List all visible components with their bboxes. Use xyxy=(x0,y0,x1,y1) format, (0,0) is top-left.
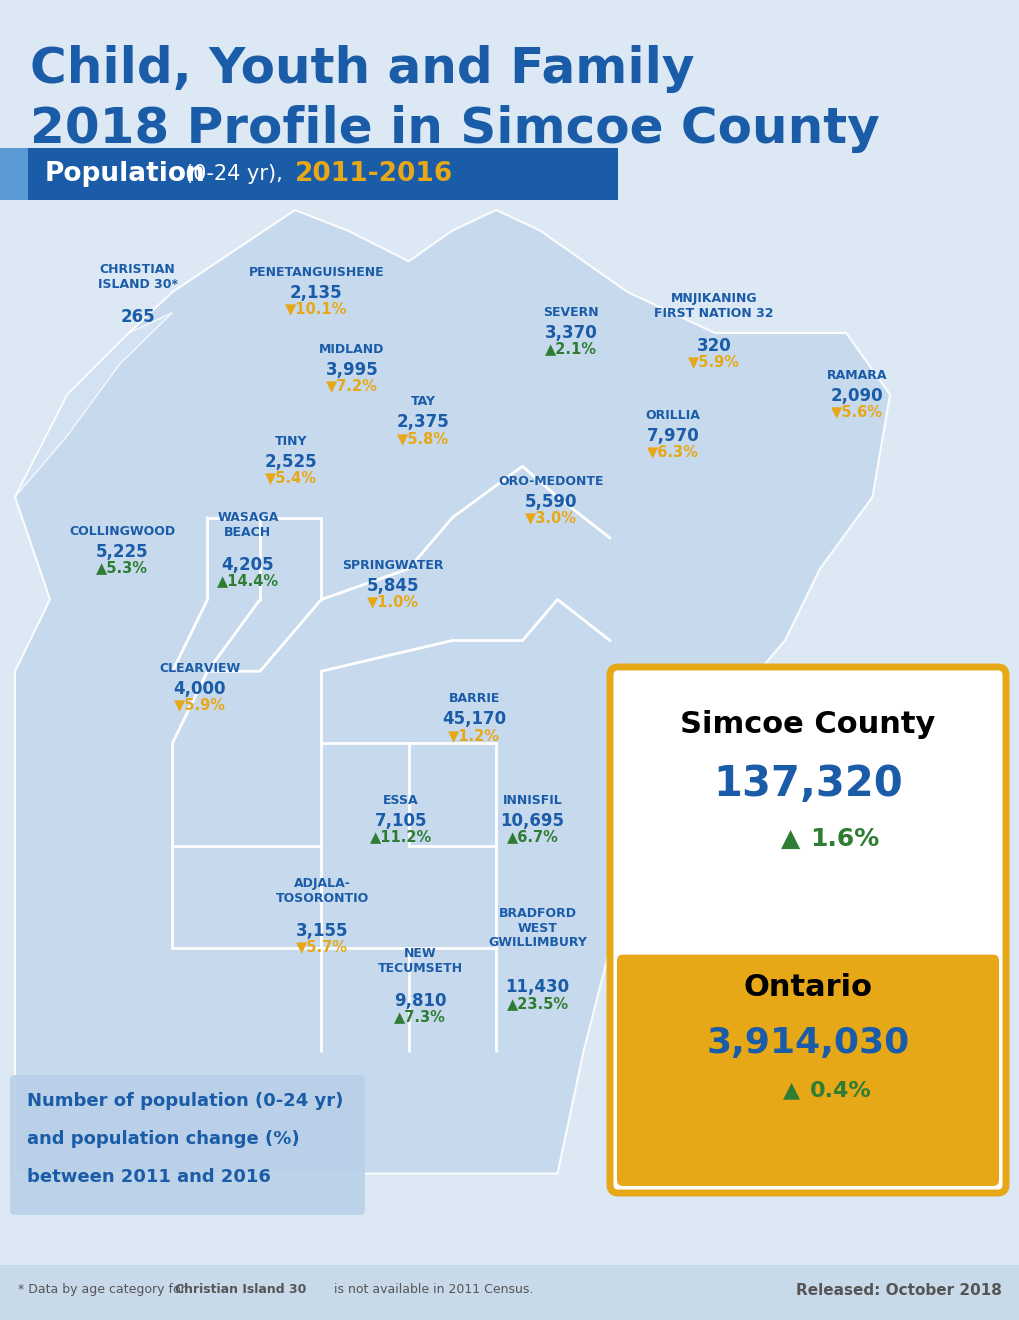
Text: 9,810: 9,810 xyxy=(393,991,446,1010)
Text: RAMARA: RAMARA xyxy=(825,370,887,381)
Text: ORILLIA: ORILLIA xyxy=(645,409,700,421)
Text: 2,525: 2,525 xyxy=(264,453,317,471)
Text: 3,995: 3,995 xyxy=(325,360,378,379)
FancyBboxPatch shape xyxy=(616,954,998,1185)
Text: ▲6.7%: ▲6.7% xyxy=(506,829,557,845)
Text: ▼10.1%: ▼10.1% xyxy=(284,301,347,317)
Text: 0.4%: 0.4% xyxy=(809,1081,871,1101)
Text: 265: 265 xyxy=(120,308,155,326)
Bar xyxy=(0,1265,1019,1320)
Text: 2,135: 2,135 xyxy=(289,284,342,302)
Text: SEVERN: SEVERN xyxy=(543,306,598,318)
Text: * Data by age category for: * Data by age category for xyxy=(18,1283,190,1296)
Text: 45,170: 45,170 xyxy=(442,710,505,729)
Text: ▼5.9%: ▼5.9% xyxy=(174,697,225,713)
Text: BRADFORD
WEST
GWILLIMBURY: BRADFORD WEST GWILLIMBURY xyxy=(488,907,586,949)
Text: 2018 Profile in Simcoe County: 2018 Profile in Simcoe County xyxy=(30,106,879,153)
Text: 320: 320 xyxy=(696,337,731,355)
Text: ▼1.0%: ▼1.0% xyxy=(366,594,419,610)
Text: 2,375: 2,375 xyxy=(396,413,449,432)
Polygon shape xyxy=(15,210,890,1173)
Text: 2,090: 2,090 xyxy=(829,387,882,405)
Text: 5,225: 5,225 xyxy=(96,543,149,561)
Text: Number of population (0-24 yr): Number of population (0-24 yr) xyxy=(26,1092,343,1110)
Text: ▼5.8%: ▼5.8% xyxy=(396,430,449,446)
Text: 4,205: 4,205 xyxy=(221,556,274,574)
Text: 5,845: 5,845 xyxy=(366,577,419,595)
Text: ESSA: ESSA xyxy=(383,795,418,807)
Text: Simcoe County: Simcoe County xyxy=(680,710,934,739)
Text: CLEARVIEW: CLEARVIEW xyxy=(159,663,240,675)
Text: CHRISTIAN
ISLAND 30*: CHRISTIAN ISLAND 30* xyxy=(98,263,177,290)
Text: and population change (%): and population change (%) xyxy=(26,1130,300,1148)
Text: TAY: TAY xyxy=(411,396,435,408)
Text: Christian Island 30: Christian Island 30 xyxy=(175,1283,306,1296)
Text: 7,105: 7,105 xyxy=(374,812,427,830)
Text: 11,430: 11,430 xyxy=(505,978,569,997)
Text: 3,155: 3,155 xyxy=(296,921,348,940)
Text: ▲7.3%: ▲7.3% xyxy=(394,1008,445,1024)
Text: 3,914,030: 3,914,030 xyxy=(706,1026,909,1060)
Text: Population: Population xyxy=(45,161,206,187)
Polygon shape xyxy=(15,313,172,498)
Text: 137,320: 137,320 xyxy=(712,763,902,805)
Text: INNISFIL: INNISFIL xyxy=(502,795,561,807)
Bar xyxy=(28,148,618,201)
Text: ▲: ▲ xyxy=(783,1081,799,1101)
Text: PENETANGUISHENE: PENETANGUISHENE xyxy=(249,267,383,279)
FancyBboxPatch shape xyxy=(609,667,1005,1193)
Text: Child, Youth and Family: Child, Youth and Family xyxy=(30,45,694,92)
Text: ORO-MEDONTE: ORO-MEDONTE xyxy=(497,475,603,487)
Text: ▼6.3%: ▼6.3% xyxy=(647,444,698,459)
Text: 1.6%: 1.6% xyxy=(809,828,878,851)
Text: 5,590: 5,590 xyxy=(524,492,577,511)
Text: TINY: TINY xyxy=(274,436,307,447)
Text: ▲14.4%: ▲14.4% xyxy=(217,573,278,589)
Text: 10,695: 10,695 xyxy=(500,812,564,830)
Text: ▼5.9%: ▼5.9% xyxy=(688,354,739,370)
Text: ▲23.5%: ▲23.5% xyxy=(506,995,568,1011)
Text: 2011-2016: 2011-2016 xyxy=(294,161,452,187)
Text: ADJALA-
TOSORONTIO: ADJALA- TOSORONTIO xyxy=(275,876,369,904)
Bar xyxy=(0,148,28,201)
Text: ▼1.2%: ▼1.2% xyxy=(448,727,499,743)
Text: Ontario: Ontario xyxy=(743,973,871,1002)
Text: SPRINGWATER: SPRINGWATER xyxy=(341,560,443,572)
FancyBboxPatch shape xyxy=(10,1074,365,1214)
Text: is not available in 2011 Census.: is not available in 2011 Census. xyxy=(330,1283,533,1296)
Text: Released: October 2018: Released: October 2018 xyxy=(796,1283,1001,1298)
Text: ▲5.3%: ▲5.3% xyxy=(97,560,148,576)
Text: ▼5.7%: ▼5.7% xyxy=(297,939,347,954)
Text: MNJIKANING
FIRST NATION 32: MNJIKANING FIRST NATION 32 xyxy=(653,292,773,319)
Text: 7,970: 7,970 xyxy=(646,426,699,445)
Text: ▲11.2%: ▲11.2% xyxy=(369,829,432,845)
Text: 4,000: 4,000 xyxy=(173,680,226,698)
Text: BARRIE: BARRIE xyxy=(448,693,499,705)
Text: between 2011 and 2016: between 2011 and 2016 xyxy=(26,1168,271,1185)
Text: ▼5.4%: ▼5.4% xyxy=(265,470,316,486)
Text: ▼7.2%: ▼7.2% xyxy=(326,378,377,393)
Text: WASAGA
BEACH: WASAGA BEACH xyxy=(217,511,278,539)
Text: (0-24 yr),: (0-24 yr), xyxy=(184,164,282,183)
Text: MIDLAND: MIDLAND xyxy=(319,343,384,355)
Text: ▲: ▲ xyxy=(780,828,799,851)
Text: 3,370: 3,370 xyxy=(544,323,597,342)
Text: ▲2.1%: ▲2.1% xyxy=(545,341,596,356)
Text: NEW
TECUMSETH: NEW TECUMSETH xyxy=(377,946,463,974)
Text: ▼3.0%: ▼3.0% xyxy=(525,510,576,525)
Text: ▼5.6%: ▼5.6% xyxy=(830,404,881,420)
Text: COLLINGWOOD: COLLINGWOOD xyxy=(69,525,175,537)
